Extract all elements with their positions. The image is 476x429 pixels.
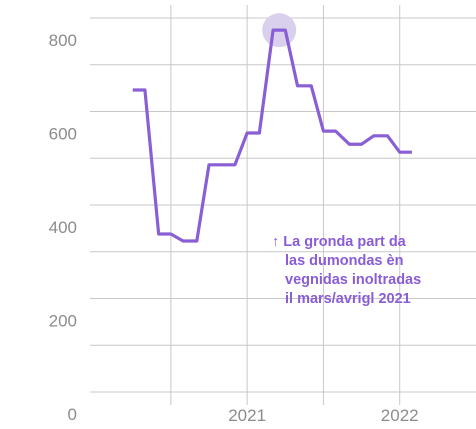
y-tick-label: 600 bbox=[49, 125, 77, 144]
annotation: ↑ La gronda part da bbox=[272, 234, 407, 250]
y-tick-label: 200 bbox=[49, 312, 77, 331]
y-tick-label: 0 bbox=[68, 405, 77, 424]
line bbox=[132, 28, 412, 243]
x-tick-label: 2022 bbox=[381, 406, 419, 425]
annotation: il mars/avrigl 2021 bbox=[285, 291, 411, 307]
annotation: vegnidas inoltradas bbox=[285, 272, 421, 288]
y-tick-label: 800 bbox=[49, 31, 77, 50]
annotation: las dumondas èn bbox=[285, 253, 403, 269]
x-tick-label: 2021 bbox=[228, 406, 266, 425]
y-tick-label: 400 bbox=[49, 218, 77, 237]
